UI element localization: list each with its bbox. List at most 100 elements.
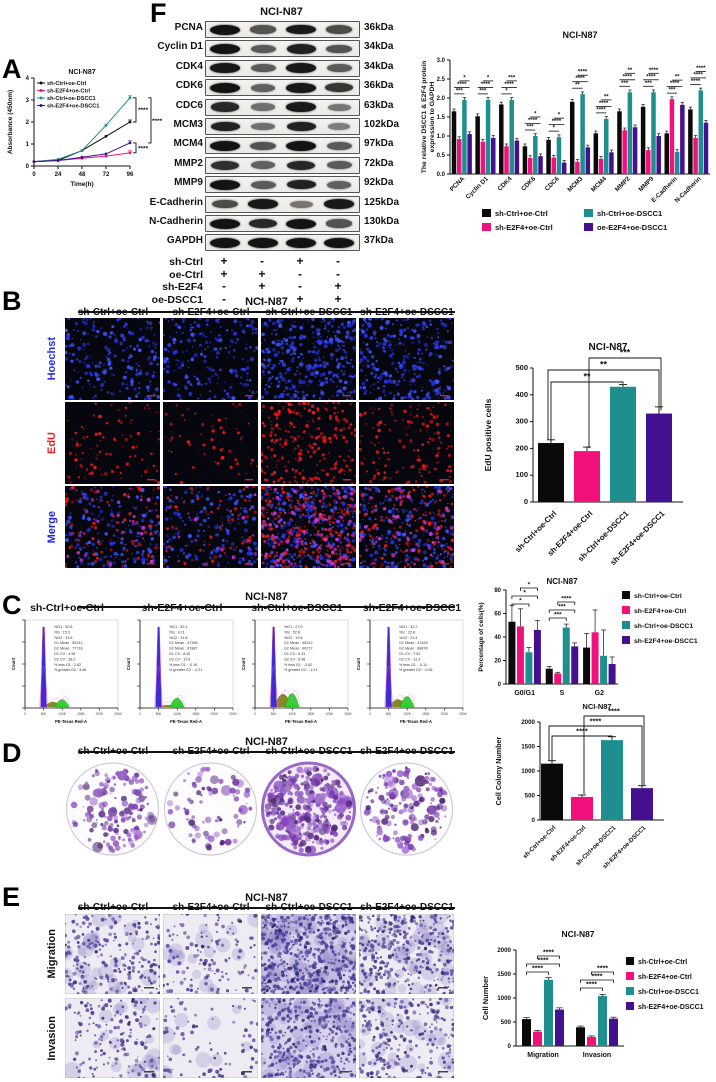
svg-text:G1 CV : 8.42: G1 CV : 8.42 — [169, 652, 190, 656]
protein-quantification-chart-svg: 0.0 0.5 1.0 1.5 2.0 2.5 3.0 NCI-N87 The relative… — [421, 30, 710, 232]
svg-text:40: 40 — [494, 635, 501, 641]
svg-text:MCM3: MCM3 — [566, 175, 584, 193]
svg-text:CDC6: CDC6 — [544, 175, 561, 192]
svg-text:G2 CV : 12.3: G2 CV : 12.3 — [399, 657, 420, 661]
svg-text:****: **** — [575, 76, 585, 82]
group-column-label: sh-E2F4+oe-Ctrl — [172, 307, 250, 318]
protein-band — [286, 24, 316, 35]
protein-band — [327, 103, 351, 111]
protein-band — [326, 44, 352, 53]
blot-row-MCM3: MCM3 102kDa — [148, 117, 416, 137]
svg-text:****: **** — [528, 118, 538, 124]
condition-mark: - — [222, 279, 226, 293]
protein-band — [286, 44, 316, 54]
svg-text:200K: 200K — [441, 712, 449, 716]
svg-text:0: 0 — [524, 497, 528, 506]
svg-text:**: ** — [604, 94, 609, 100]
svg-text:0: 0 — [532, 817, 536, 824]
edu-chart-svg: 0100200300400500sh-Ctrl+oe-Ctrlsh-E2F4+o… — [483, 342, 683, 567]
svg-text:%G2 : 19.8: %G2 : 19.8 — [284, 636, 302, 640]
protein-band — [210, 179, 240, 190]
protein-band — [286, 179, 316, 190]
flow-cytometry-histogram: 0 50K 100K 150K 200K 250K PE-Texas Red-A Count%… — [11, 619, 122, 724]
invasion-image — [261, 998, 356, 1078]
blot-lane-strip — [205, 118, 360, 135]
svg-text:***: *** — [527, 125, 535, 131]
molecular-weight-label: 102kDa — [364, 119, 400, 130]
svg-text:MCM4: MCM4 — [590, 175, 608, 193]
blot-row-CDC6: CDC6 63kDa — [148, 98, 416, 118]
panel-b-cell-line: NCI-N87 — [245, 296, 288, 308]
cell-cycle-chart-svg: 0 20 40 60 80 NCI-N87 Percentage of cells(%) G0… — [478, 577, 698, 697]
svg-text:G2 CV : 12.8: G2 CV : 12.8 — [169, 657, 190, 661]
protein-band — [324, 199, 354, 209]
svg-text:****: **** — [481, 82, 491, 88]
panel-c-cell-line: NCI-N87 — [245, 591, 288, 603]
svg-text:G2 CV : 8.98: G2 CV : 8.98 — [284, 657, 305, 661]
invasion-image — [65, 998, 160, 1078]
svg-text:2.0: 2.0 — [437, 96, 446, 102]
protein-band — [250, 141, 276, 150]
svg-text:96: 96 — [127, 172, 134, 178]
blot-protein-label: MMP2 — [174, 157, 203, 169]
group-column-label: sh-Ctrl+oe-Ctrl — [77, 902, 149, 913]
blot-protein-label: PCNA — [174, 22, 203, 33]
merge-image — [65, 486, 160, 568]
stain-row-label: Hoechst — [44, 318, 60, 400]
svg-text:Count: Count — [241, 657, 246, 670]
blot-lane-strip — [205, 156, 360, 174]
edu-image — [359, 402, 454, 484]
molecular-weight-label: 125kDa — [364, 196, 400, 208]
protein-band — [210, 24, 240, 35]
svg-text:****: **** — [649, 68, 659, 74]
condition-mark: - — [336, 266, 340, 281]
svg-text:2: 2 — [26, 120, 30, 126]
protein-band — [286, 82, 316, 93]
svg-text:250K: 250K — [114, 712, 122, 716]
svg-text:G1 CV : 7.52: G1 CV : 7.52 — [399, 652, 420, 656]
svg-text:PE-Texas Red-A: PE-Texas Red-A — [285, 719, 317, 724]
svg-text:PCNA: PCNA — [449, 175, 467, 193]
svg-text:NCI-N87: NCI-N87 — [546, 577, 578, 586]
molecular-weight-label: 97kDa — [364, 138, 394, 150]
panel-d-header: NCI-N87 — [78, 732, 455, 753]
colony-bar-chart: 0 500 1000 1500 2000 sh-Ctrl+oe-Ctrl sh-E2F4+o… — [488, 698, 716, 881]
blot-lane-strip — [205, 59, 360, 77]
svg-text:G0/G1: G0/G1 — [514, 690, 535, 697]
svg-text:%G2 : 23.4: %G2 : 23.4 — [399, 636, 417, 640]
molecular-weight-label: 72kDa — [364, 157, 394, 169]
svg-text:% greater G2 : -1.21: % greater G2 : -1.21 — [284, 668, 317, 672]
stain-row-label: EdU — [44, 402, 60, 484]
protein-band — [251, 122, 275, 131]
edu-image — [163, 402, 258, 484]
panel-a-letter: A — [2, 54, 22, 84]
protein-band — [286, 102, 316, 112]
condition-label: oe-Ctrl — [169, 268, 203, 281]
svg-text:200K: 200K — [326, 712, 334, 716]
svg-text:****: **** — [646, 74, 656, 80]
svg-text:****: **** — [696, 66, 706, 72]
stain-row-label-text: Hoechst — [46, 337, 58, 381]
panel-e-header: NCI-N87 — [78, 888, 455, 909]
blot-protein-label: E-Cadherin — [149, 196, 203, 208]
svg-text:***: *** — [645, 81, 653, 87]
flow-cytometry-histogram: 0 50K 100K 150K 200K 250K PE-Texas Red-A Count%… — [126, 619, 237, 724]
blot-lane-strip — [205, 234, 360, 252]
svg-text:Count: Count — [356, 657, 361, 670]
svg-text:1: 1 — [26, 142, 30, 148]
svg-text:0: 0 — [26, 164, 30, 170]
group-column-label: sh-E2F4+oe-Ctrl — [141, 602, 223, 614]
protein-band — [210, 140, 240, 151]
svg-text:G2 CV : 36.2: G2 CV : 36.2 — [54, 657, 75, 661]
protein-band — [286, 237, 316, 248]
blot-row-MMP2: MMP2 72kDa — [148, 156, 416, 176]
blot-protein-label: CDK4 — [175, 60, 203, 72]
group-column-label: sh-E2F4+oe-DSCC1 — [360, 746, 454, 757]
blot-lane-strip — [205, 176, 360, 194]
svg-text:****: **** — [623, 74, 633, 80]
protein-band — [324, 237, 354, 248]
panel-f-letter: F — [150, 0, 167, 28]
blot-protein-label: Cyclin D1 — [157, 41, 203, 53]
group-column-label: sh-Ctrl+oe-DSCC1 — [265, 902, 353, 913]
